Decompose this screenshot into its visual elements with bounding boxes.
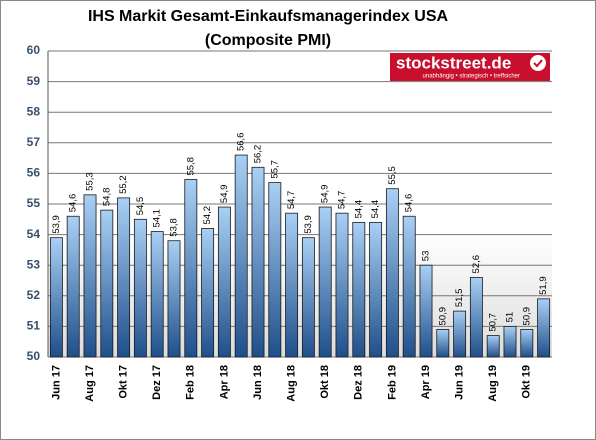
- x-tick-label: Okt 17: [118, 365, 130, 399]
- value-label: 54,6: [68, 194, 79, 213]
- bar: [352, 221, 366, 358]
- x-tick-label: Apr 19: [420, 365, 432, 399]
- value-label: 53,9: [303, 215, 314, 234]
- bar: [217, 206, 231, 358]
- x-tick-label: Aug 17: [84, 365, 96, 402]
- value-label: 54,7: [286, 191, 297, 210]
- y-tick-label: 59: [27, 74, 41, 88]
- x-tick-label: Jun 18: [252, 365, 264, 400]
- y-tick-label: 58: [27, 104, 41, 118]
- chart-subtitle: (Composite PMI): [205, 32, 331, 49]
- x-tick-label: Dez 18: [353, 365, 365, 400]
- value-label: 51,5: [454, 289, 465, 308]
- y-tick-label: 51: [27, 319, 41, 333]
- value-label: 53,9: [51, 215, 62, 234]
- value-label: 55,5: [387, 166, 398, 185]
- logo-icon: [530, 55, 546, 71]
- value-label: 50,9: [437, 307, 448, 326]
- value-label: 55,2: [118, 175, 129, 194]
- x-tick-label: Okt 18: [319, 365, 331, 399]
- logo-box: [390, 53, 550, 81]
- bar: [100, 209, 114, 358]
- value-label: 52,6: [471, 255, 482, 274]
- bar: [419, 264, 433, 358]
- x-tick-label: Jun 17: [50, 365, 62, 400]
- x-tick-label: Feb 18: [185, 365, 197, 400]
- value-label: 51: [505, 312, 516, 323]
- bar: [469, 277, 483, 358]
- logo-tagline: unabhängig • strategisch • treffsicher: [423, 74, 520, 80]
- bar: [385, 188, 399, 358]
- value-label: 54,4: [353, 200, 364, 219]
- bar: [537, 298, 551, 358]
- logo-name: stockstreet.de: [396, 53, 511, 72]
- bar: [66, 215, 80, 358]
- x-tick-label: Feb 19: [386, 365, 398, 400]
- value-label: 51,9: [538, 276, 549, 295]
- chart-title: IHS Markit Gesamt-Einkaufsmanagerindex U…: [88, 8, 449, 25]
- value-label: 50,7: [488, 313, 499, 332]
- bar: [520, 329, 534, 358]
- bar: [453, 310, 467, 358]
- bar: [301, 237, 315, 358]
- bar: [201, 228, 215, 358]
- bar: [436, 329, 450, 358]
- x-tick-label: Apr 18: [218, 365, 230, 399]
- x-tick-label: Aug 19: [487, 365, 499, 402]
- value-label: 54,6: [404, 194, 415, 213]
- bar: [251, 166, 265, 358]
- value-label: 54,8: [101, 188, 112, 207]
- bar: [117, 197, 131, 358]
- bar: [285, 212, 299, 358]
- logo-check: [533, 59, 543, 68]
- x-tick-label: Okt 19: [521, 365, 533, 399]
- bar: [184, 179, 198, 358]
- value-label: 54,4: [370, 200, 381, 219]
- y-tick-label: 57: [27, 135, 41, 149]
- y-tick-label: 56: [27, 166, 41, 180]
- bar: [503, 325, 517, 358]
- logo: stockstreet.de unabhängig • strategisch …: [390, 53, 550, 81]
- value-label: 55,7: [269, 160, 280, 179]
- value-label: 54,7: [337, 191, 348, 210]
- bar: [167, 240, 181, 358]
- x-tick-label: Jun 19: [454, 365, 466, 400]
- bar: [83, 194, 97, 358]
- bar: [402, 215, 416, 358]
- value-label: 56,2: [253, 145, 264, 164]
- bar: [234, 154, 248, 358]
- bar: [268, 182, 282, 358]
- bar: [150, 231, 164, 358]
- value-label: 53,8: [169, 218, 180, 237]
- value-label: 54,9: [320, 185, 331, 204]
- value-label: 56,6: [236, 133, 247, 152]
- value-label: 55,3: [85, 172, 96, 191]
- y-tick-label: 55: [27, 196, 41, 210]
- y-tick-label: 60: [27, 43, 41, 57]
- bar: [369, 221, 383, 358]
- y-tick-label: 50: [27, 349, 41, 363]
- bar: [486, 335, 500, 358]
- x-tick-label: Aug 18: [286, 365, 298, 402]
- value-label: 50,9: [521, 307, 532, 326]
- y-tick-label: 54: [27, 227, 41, 241]
- y-tick-label: 53: [27, 257, 41, 271]
- value-label: 54,2: [202, 206, 213, 225]
- bar: [133, 218, 147, 358]
- x-tick-label: Dez 17: [151, 365, 163, 400]
- value-label: 54,9: [219, 185, 230, 204]
- value-label: 55,8: [185, 157, 196, 176]
- bar: [335, 212, 349, 358]
- value-label: 53: [421, 251, 432, 262]
- value-label: 54,5: [135, 197, 146, 216]
- y-tick-label: 52: [27, 288, 41, 302]
- value-label: 54,1: [152, 209, 163, 228]
- bar: [49, 237, 63, 358]
- bar: [318, 206, 332, 358]
